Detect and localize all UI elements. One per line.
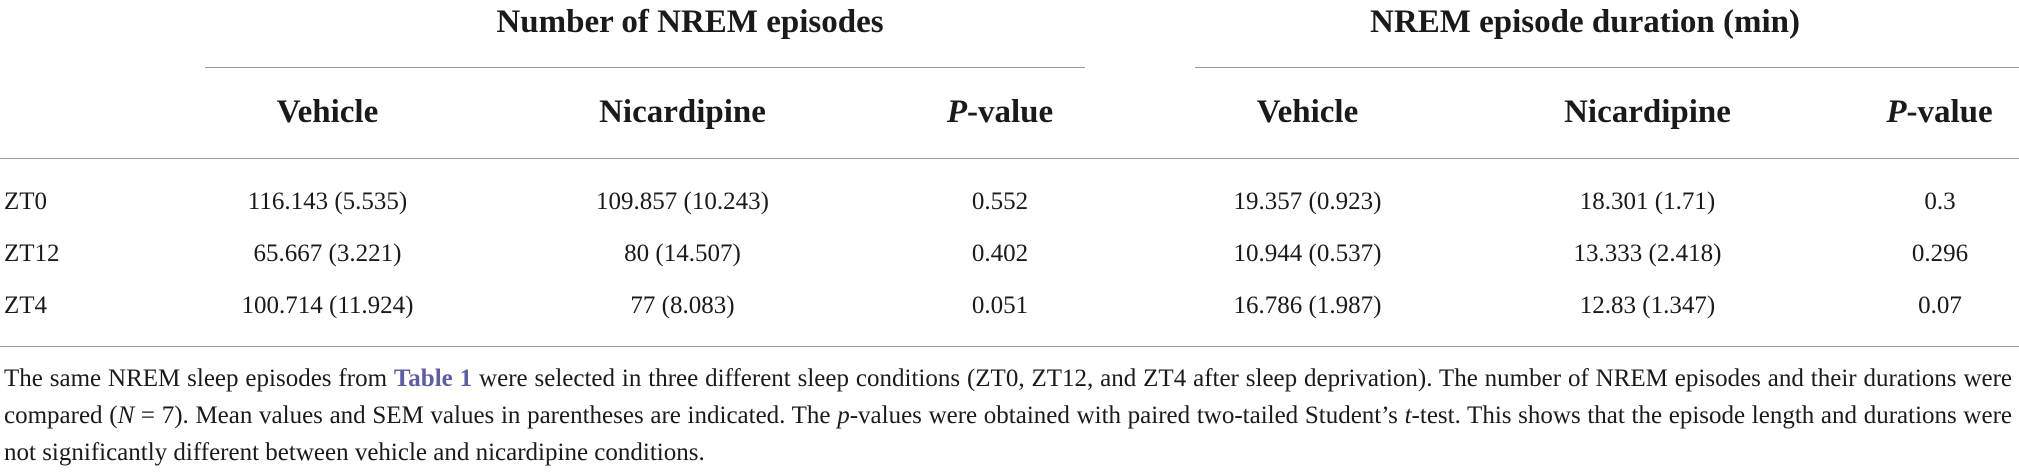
column-header-nicardipine-count: Nicardipine [560, 92, 805, 132]
caption-text: were selected in three different sleep c… [4, 365, 2013, 429]
column-header-nicardipine-duration: Nicardipine [1525, 92, 1770, 132]
column-header-vehicle-count: Vehicle [230, 92, 425, 132]
table-row-zt4: ZT4 100.714 (11.924) 77 (8.083) 0.051 16… [0, 286, 2019, 326]
row-label: ZT12 [4, 240, 60, 267]
caption-text: -test. This shows that the episode lengt… [4, 402, 2012, 466]
column-header-text: Nicardipine [1564, 94, 1731, 130]
column-header-text: -value [967, 94, 1054, 130]
table-cell: 116.143 (5.535) [247, 188, 408, 215]
column-header-text: -value [1906, 94, 1993, 130]
group-rule-episode-duration [1195, 67, 2019, 68]
table-cell: 0.402 [971, 240, 1029, 267]
table-cell: 19.357 (0.923) [1233, 188, 1382, 215]
caption-symbol-p: p [837, 402, 850, 429]
table-1-link[interactable]: Table 1 [393, 365, 473, 392]
column-header-italic: P [946, 94, 967, 130]
group-header-episode-duration: NREM episode duration (min) [1370, 4, 1800, 40]
table-cell: 12.83 (1.347) [1579, 292, 1716, 319]
column-header-pvalue-duration: P-value [1860, 92, 2019, 132]
header-rule [0, 158, 2019, 159]
table-cell: 100.714 (11.924) [241, 292, 414, 319]
table-cell: 0.3 [1924, 188, 1956, 215]
group-rule-episode-count [205, 67, 1085, 68]
caption-text: = 7). Mean values and SEM values in pare… [134, 402, 838, 429]
table-cell: 0.07 [1918, 292, 1962, 319]
table-cell: 13.333 (2.418) [1573, 240, 1722, 267]
table-cell: 18.301 (1.71) [1579, 188, 1716, 215]
table-cell: 0.051 [971, 292, 1029, 319]
column-header-pvalue-count: P-value [925, 92, 1075, 132]
table-cell: 65.667 (3.221) [253, 240, 402, 267]
caption-text: The same NREM sleep episodes from [4, 365, 394, 392]
column-header-text: Nicardipine [599, 94, 766, 130]
column-header-italic: P [1886, 94, 1907, 130]
group-header-episode-count: Number of NREM episodes [496, 4, 884, 40]
table-cell: 109.857 (10.243) [596, 188, 769, 215]
table-caption: The same NREM sleep episodes from Table … [4, 360, 2012, 471]
table-row-zt12: ZT12 65.667 (3.221) 80 (14.507) 0.402 10… [0, 234, 2019, 274]
column-header-text: Vehicle [1256, 94, 1359, 130]
table-cell: 0.296 [1911, 240, 1969, 267]
row-label: ZT4 [4, 292, 48, 319]
column-header-vehicle-duration: Vehicle [1210, 92, 1405, 132]
caption-text: -values were obtained with paired two-ta… [849, 402, 1405, 429]
table-cell: 80 (14.507) [624, 240, 741, 267]
caption-symbol-n: N [117, 402, 135, 429]
table-row-zt0: ZT0 116.143 (5.535) 109.857 (10.243) 0.5… [0, 182, 2019, 222]
row-label: ZT0 [4, 188, 48, 215]
table-cell: 77 (8.083) [630, 292, 735, 319]
caption-symbol-t: t [1404, 402, 1412, 429]
column-header-text: Vehicle [276, 94, 379, 130]
table-cell: 0.552 [971, 188, 1029, 215]
table-bottom-rule [0, 346, 2019, 347]
table-cell: 16.786 (1.987) [1233, 292, 1382, 319]
table-cell: 10.944 (0.537) [1233, 240, 1382, 267]
